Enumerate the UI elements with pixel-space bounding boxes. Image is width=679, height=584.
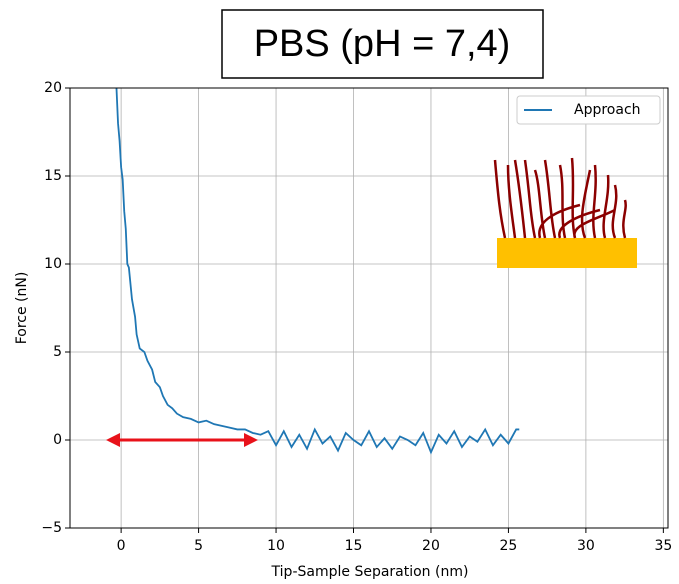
polymer-chains [493, 157, 627, 239]
arrow-head-right [244, 433, 258, 447]
x-tick-label: 10 [267, 538, 285, 554]
separation-arrow [106, 433, 258, 447]
axes-frame [69, 87, 669, 529]
brush-illustration [493, 157, 637, 268]
title-box [221, 9, 544, 79]
y-tick-label: −5 [41, 520, 62, 536]
substrate [497, 238, 637, 268]
x-axis-label: Tip-Sample Separation (nm) [271, 564, 469, 580]
legend-box [516, 95, 661, 125]
legend-label: Approach [574, 102, 641, 118]
y-tick-label: 20 [44, 80, 62, 96]
x-tick-label: 30 [577, 538, 595, 554]
data-line [115, 87, 520, 455]
x-tick-label: 35 [654, 538, 672, 554]
x-tick-label: 5 [194, 538, 203, 554]
y-tick-label: 0 [53, 432, 62, 448]
y-tick-label: 15 [44, 168, 62, 184]
x-tick-label: 20 [422, 538, 440, 554]
arrow-head-left [106, 433, 120, 447]
y-axis-label: Force (nN) [14, 272, 30, 345]
x-tick-label: 0 [117, 538, 126, 554]
chart-title: PBS (pH = 7,4) [254, 23, 511, 65]
y-tick-label: 10 [44, 256, 62, 272]
y-tick-label: 5 [53, 344, 62, 360]
x-tick-label: 15 [345, 538, 363, 554]
x-tick-label: 25 [500, 538, 518, 554]
